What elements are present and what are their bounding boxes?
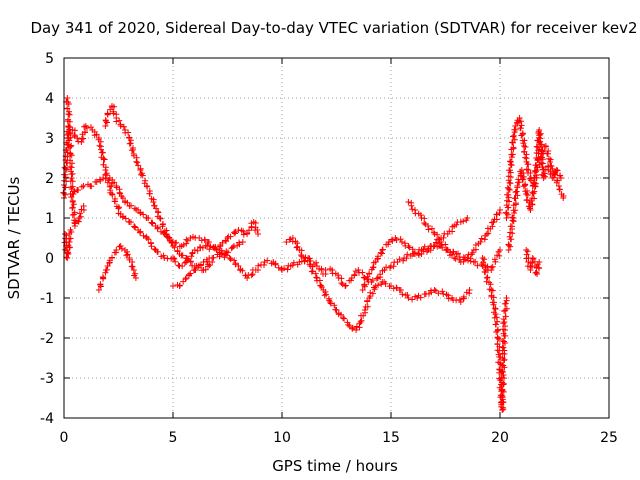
- axis-ticks: 0 5 10 15 20 25 -4 -3 -2 -1 0 1 2 3 4 5: [40, 51, 618, 446]
- data-point-markers: [283, 235, 473, 333]
- x-tick-label: 10: [273, 430, 291, 446]
- y-tick-label: 4: [45, 91, 54, 107]
- x-tick-label: 15: [382, 430, 400, 446]
- chart-title: Day 341 of 2020, Sidereal Day-to-day VTE…: [30, 19, 637, 37]
- x-tick-label: 20: [491, 430, 509, 446]
- gridlines: [64, 58, 609, 418]
- y-tick-label: -3: [40, 371, 54, 387]
- y-tick-label: 5: [45, 51, 54, 67]
- data-point-markers: [405, 199, 503, 265]
- y-tick-label: -2: [40, 331, 54, 347]
- series-arc-5: [95, 243, 139, 293]
- series-arc-8: [283, 235, 473, 333]
- series-arc-12: [479, 255, 510, 413]
- y-tick-label: 1: [45, 211, 54, 227]
- data-series: [60, 95, 567, 413]
- data-point-markers: [523, 247, 543, 277]
- series-arc-11: [359, 215, 471, 293]
- y-tick-label: 3: [45, 131, 54, 147]
- data-point-markers: [95, 243, 139, 293]
- data-point-markers: [505, 127, 564, 253]
- series-arc-10: [405, 199, 503, 265]
- y-tick-label: 0: [45, 251, 54, 267]
- data-point-markers: [359, 215, 471, 293]
- x-tick-label: 25: [600, 430, 618, 446]
- series-arc-3: [102, 103, 216, 274]
- data-point-markers: [63, 95, 87, 229]
- series-arc-15: [523, 247, 543, 277]
- series-arc-14: [505, 127, 564, 253]
- x-tick-label: 0: [60, 430, 69, 446]
- x-axis-title: GPS time / hours: [272, 457, 398, 475]
- data-point-markers: [479, 255, 510, 413]
- data-point-markers: [61, 227, 75, 261]
- y-axis-title: SDTVAR / TECUs: [5, 176, 23, 299]
- series-arc-6: [61, 227, 75, 261]
- x-tick-label: 5: [169, 430, 178, 446]
- y-tick-label: 2: [45, 171, 54, 187]
- data-point-markers: [102, 103, 216, 274]
- y-tick-label: -4: [40, 411, 54, 427]
- series-arc-4: [63, 95, 87, 229]
- y-tick-label: -1: [40, 291, 54, 307]
- plot-frame: [63, 57, 610, 419]
